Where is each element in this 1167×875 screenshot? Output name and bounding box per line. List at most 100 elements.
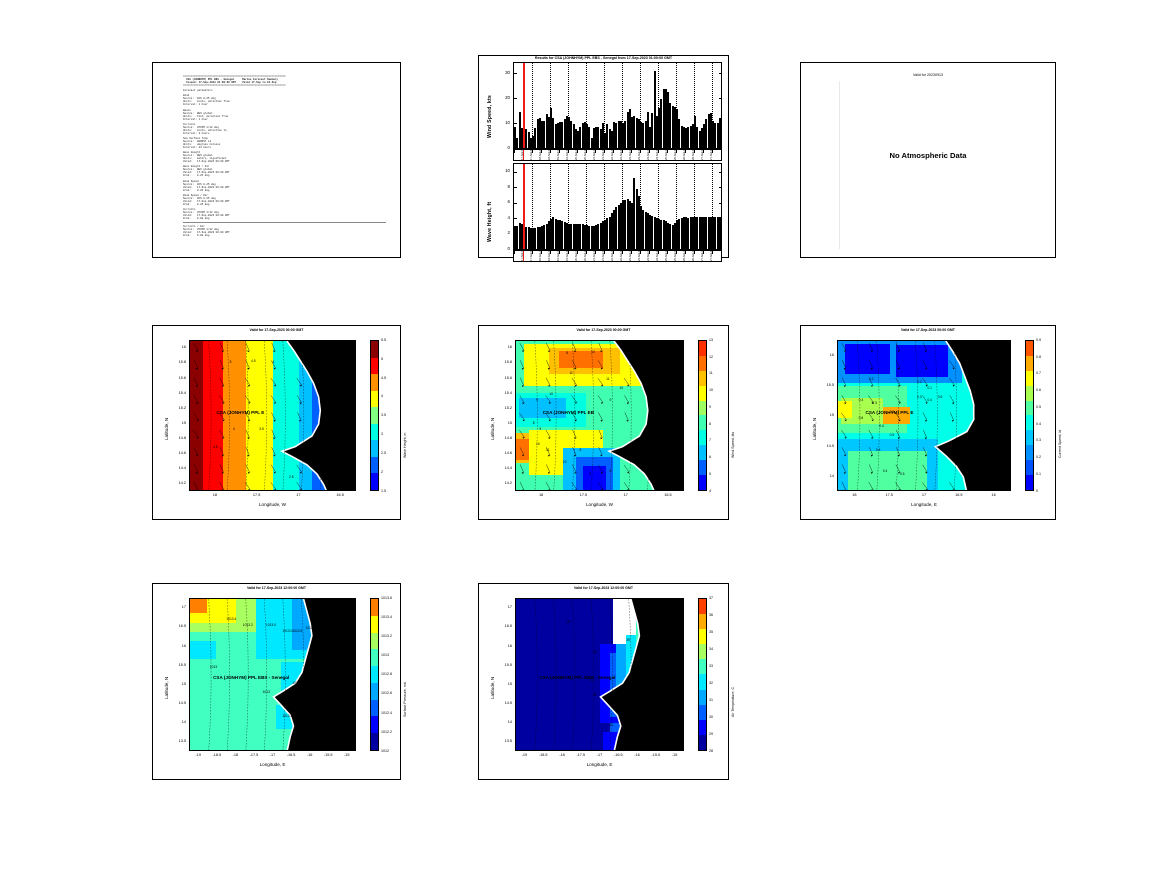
y-tick-label: 14.8	[178, 435, 186, 440]
wind-speed-plot	[513, 62, 722, 149]
bar	[642, 210, 645, 249]
colorbar-tick-label: 11	[709, 371, 713, 376]
bar	[595, 225, 598, 249]
colorbar-tick-label: 13	[709, 337, 713, 342]
contour-band	[223, 341, 250, 490]
colorbar-tick-label: 1013.4	[381, 614, 392, 619]
report-block: Waves Source: WW3 global Units: feet, dire…	[183, 109, 394, 121]
x-tick-label: 16-Sep 18Z	[513, 251, 516, 261]
bar	[547, 116, 550, 148]
y-tick-label: 14.5	[504, 700, 512, 705]
contour-lines	[208, 599, 342, 750]
bar	[520, 224, 523, 249]
x-tick-label: 17	[921, 493, 927, 497]
bar	[660, 219, 663, 249]
colorbar-segment	[699, 674, 706, 690]
y-tick-label: 10	[505, 168, 510, 174]
map-title: Valid for 17-Sep-2023 00:00 GMT	[901, 328, 955, 332]
colorbar-tick-label: 4	[381, 394, 383, 399]
colorbar-segment	[371, 632, 378, 650]
y-tick-label: 14	[181, 720, 186, 725]
y-tick-label: 8	[507, 183, 510, 189]
bar	[624, 199, 627, 249]
bar	[527, 131, 530, 148]
bar	[559, 121, 562, 148]
y-tick-label: 16.5	[178, 624, 186, 629]
colorbar-segment	[371, 440, 378, 457]
bar	[696, 126, 699, 148]
contour-label: 9	[536, 397, 538, 402]
x-tick-label: 17	[623, 493, 628, 497]
x-tick-label: 27-Sep 18Z	[710, 250, 714, 261]
y-tick-label: 14.2	[504, 481, 512, 486]
contour-lines	[534, 599, 669, 750]
bar	[696, 216, 699, 249]
bar	[543, 120, 546, 148]
colorbar-tick-label: 0.7	[1036, 371, 1041, 376]
contour-label: 31	[609, 722, 614, 727]
report-block-line: Source: GFS 0.25 deg	[183, 182, 216, 186]
colorbar-segment	[699, 445, 706, 461]
colorbar-tick-label: 0.4	[1036, 421, 1041, 426]
bar	[606, 218, 609, 249]
bar	[662, 220, 665, 249]
report-block-title: Wind Speed	[183, 179, 199, 183]
report-block-line: Units: degrees Celsius	[183, 142, 221, 146]
colorbar-segment	[371, 699, 378, 717]
colorbar-segment	[371, 423, 378, 441]
contour-label: 33	[636, 665, 640, 670]
x-tick-label: 16	[991, 493, 996, 497]
bar	[687, 126, 690, 148]
bar	[615, 207, 618, 249]
map-panel-air-temperature-map: Valid for 17-Sep-2023 12:00:00 GMT 29 36 35…	[478, 583, 735, 780]
bar	[673, 222, 676, 249]
x-tick-label: 18-Sep 06Z	[539, 250, 543, 261]
bar	[682, 217, 685, 249]
bar	[685, 128, 688, 148]
land-mask	[279, 341, 355, 490]
x-tick-label: 20-Sep 18Z	[584, 149, 588, 160]
y-tick-label: 13.5	[178, 739, 186, 744]
bar	[541, 225, 544, 249]
map-title: Valid for 17-Sep-2023 12:00:00 GMT	[574, 586, 633, 590]
bar	[705, 216, 708, 249]
y-tick-label: 15.5	[178, 662, 186, 667]
day-gridline	[658, 164, 660, 249]
x-tick-label: -18.5	[212, 753, 222, 757]
contour-lines	[857, 341, 996, 490]
y-tick-label: 15	[507, 420, 512, 425]
day-gridline	[712, 63, 714, 148]
bar	[520, 128, 523, 148]
day-gridline	[532, 164, 534, 249]
colorbar-segment	[371, 473, 378, 490]
y-tick-label: 17	[181, 605, 186, 610]
x-tick-label: 26-Sep 18Z	[692, 250, 696, 261]
colorbar-tick-label: 35	[709, 629, 713, 634]
contour-band	[516, 599, 613, 750]
colorbar-tick-label: 4.5	[381, 375, 386, 380]
x-tick-label: -18	[559, 753, 565, 757]
bar	[637, 119, 640, 148]
colorbar-segment	[371, 649, 378, 667]
report-block-line: Grid: 0.08 deg	[183, 216, 210, 220]
bar	[565, 222, 568, 249]
x-tick-label: -17	[269, 753, 276, 757]
day-gridline	[622, 164, 624, 249]
map-panel-current-speed-map: Valid for 17-Sep-2023 00:00 GMT 0.2 0.2 0.1…	[800, 325, 1062, 520]
contour-label: 10	[619, 385, 624, 390]
x-tick-label: 21-Sep 18Z	[602, 149, 606, 160]
colorbar-tick-label: 0.2	[1036, 455, 1041, 460]
report-block-title: Wave Height	[183, 151, 201, 155]
x-tick-label: -17.5	[249, 753, 259, 757]
report-block-line: Units: knots, direction to	[183, 128, 227, 132]
day-gridline	[622, 63, 624, 148]
bar	[577, 223, 580, 249]
x-axis-label: Longitude, E	[259, 762, 286, 767]
x-tick-label: 27-Sep 06Z	[701, 149, 705, 160]
contour-label: 0.1	[927, 385, 933, 390]
contour-band	[519, 397, 567, 419]
colorbar	[698, 340, 707, 491]
site-label: CSA (JONHYM) PPL EBS - Senegal	[213, 674, 290, 680]
map-panel-wave-height-map: Valid for 17-Sep-2023 00:00 GMT 5 4.5 4 4 3.5…	[152, 325, 407, 520]
